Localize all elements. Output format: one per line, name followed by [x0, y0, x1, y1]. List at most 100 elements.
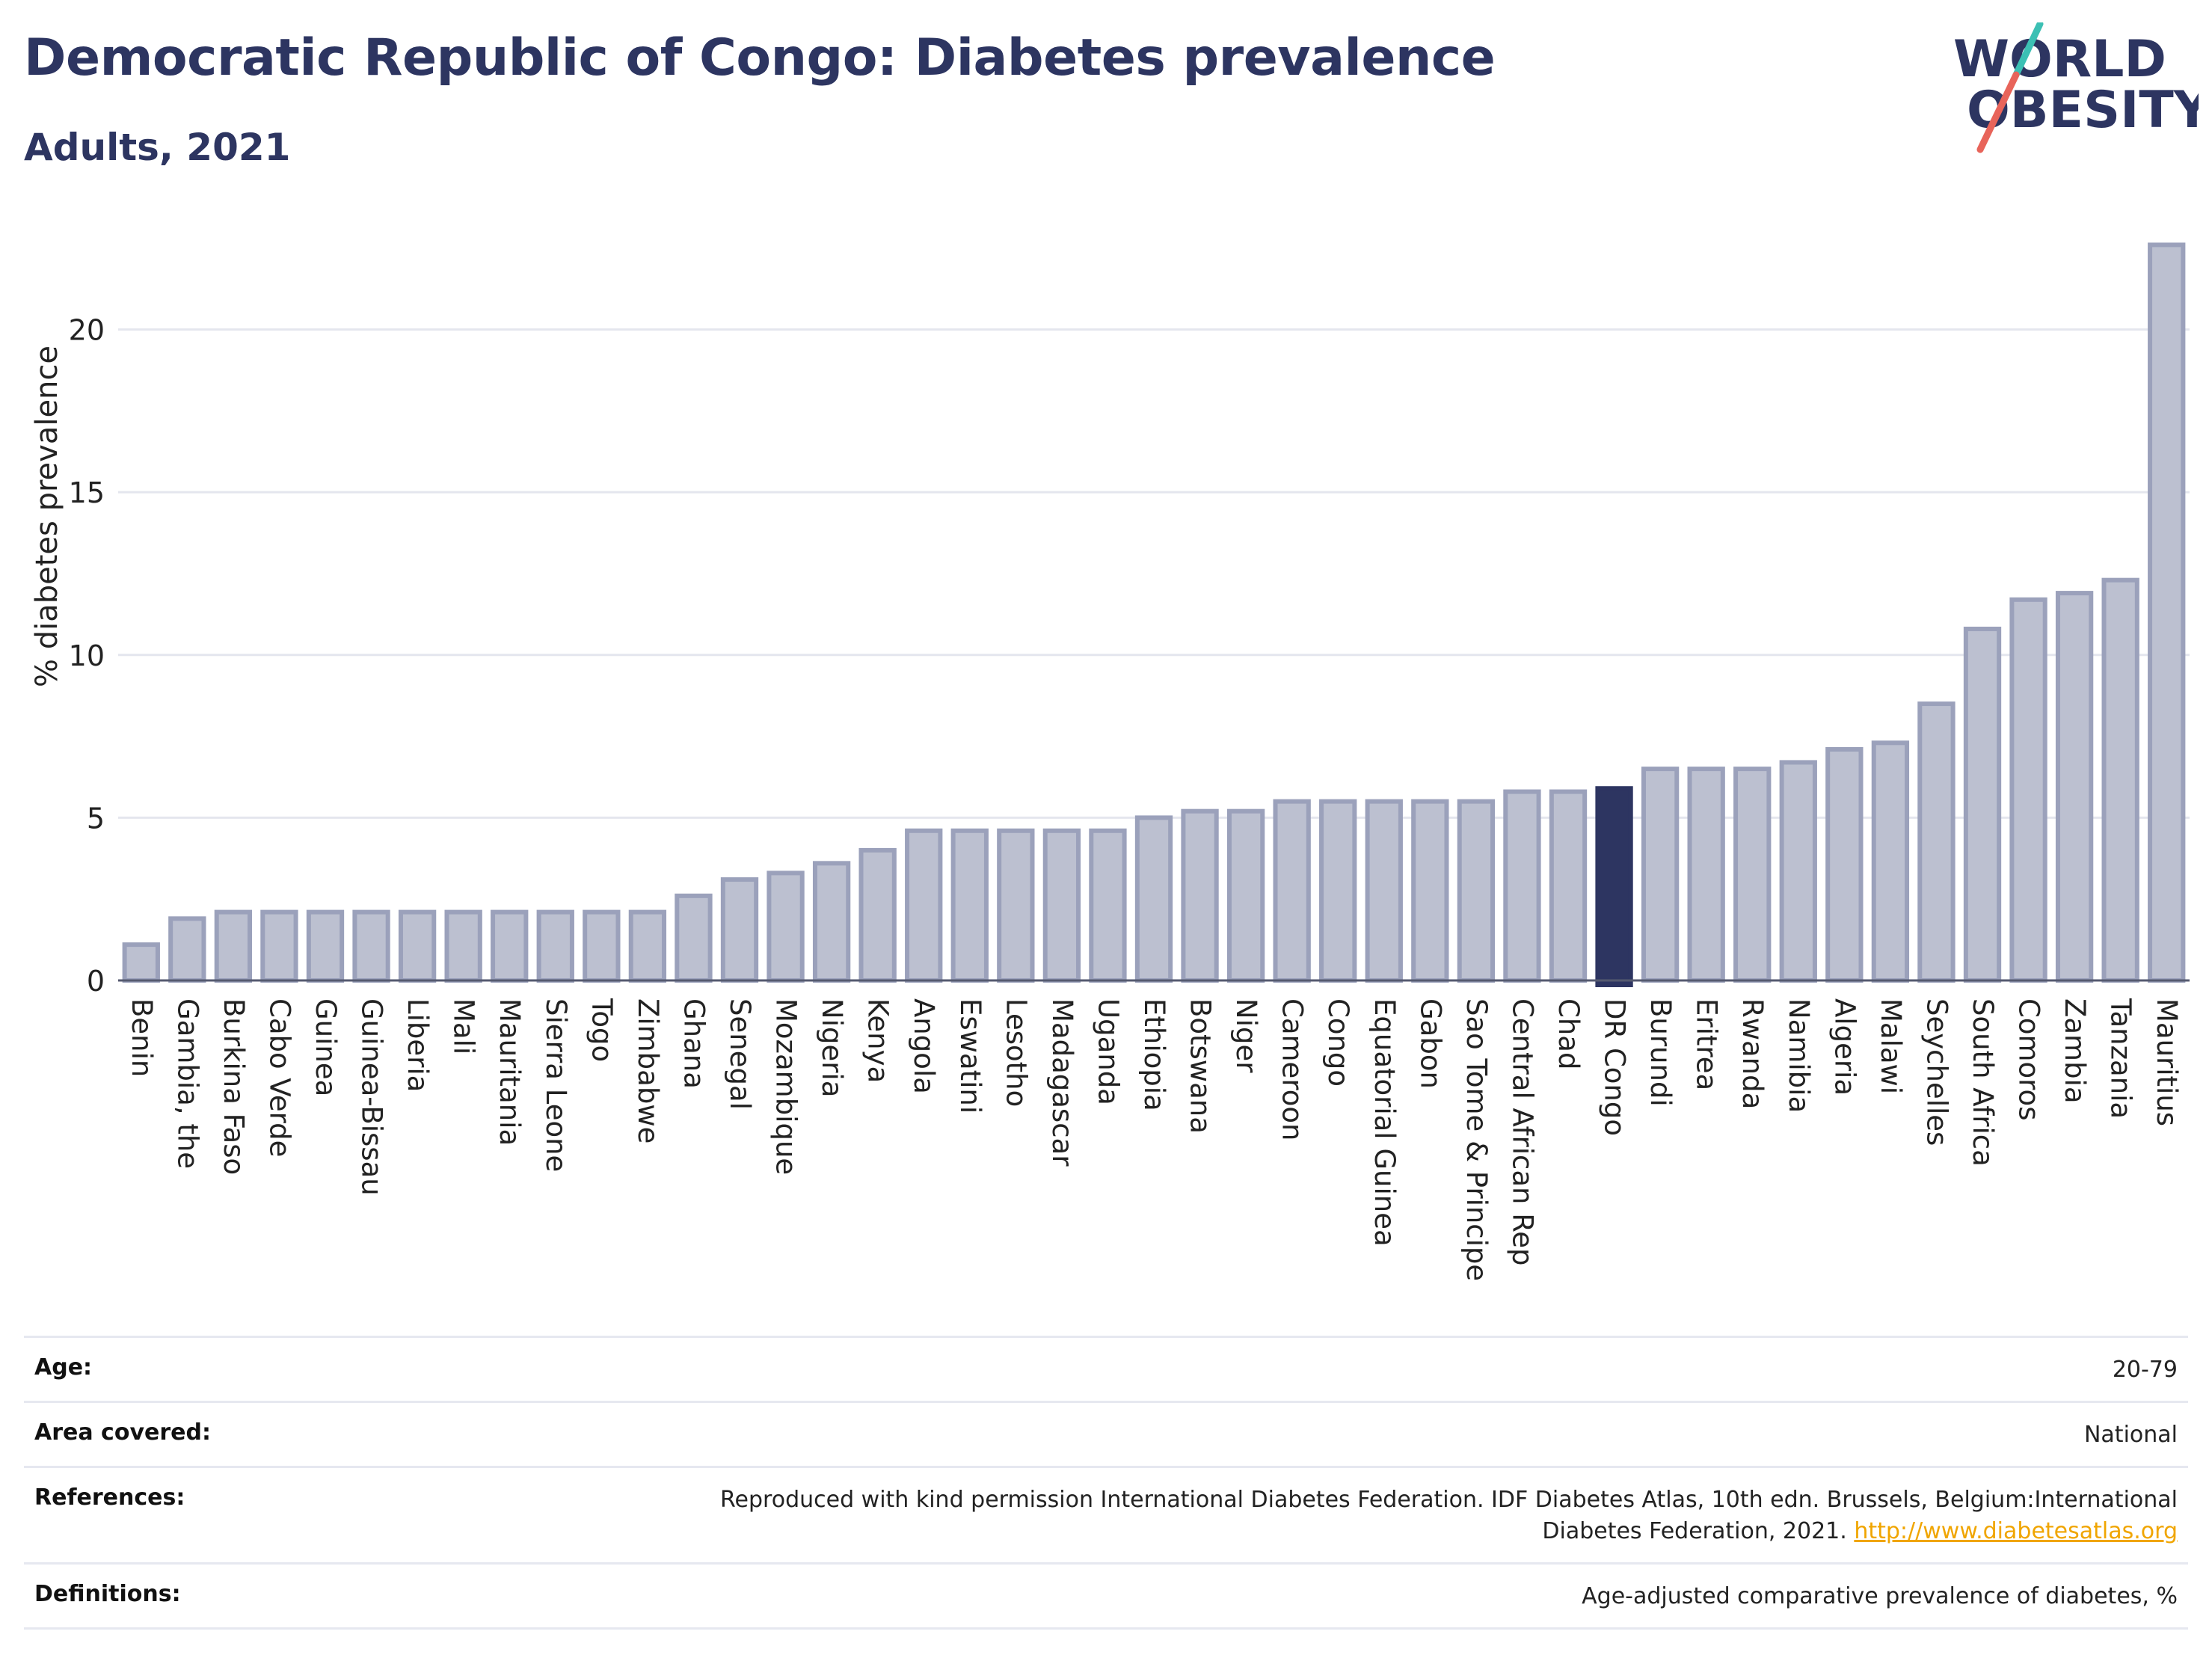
bar-malawi[interactable] [1871, 740, 1910, 983]
x-tick-label: Uganda [1092, 998, 1124, 1105]
bar-chart: 0 5 10 15 20 Benin Gambia, the Burkina Faso Cabo… [30, 242, 2190, 1281]
x-tick-label: Benin [126, 998, 158, 1077]
bar-mali[interactable] [444, 909, 482, 983]
x-tick-label: Namibia [1783, 998, 1815, 1113]
bar-botswana[interactable] [1181, 808, 1219, 983]
bar-south-africa[interactable] [1963, 626, 2002, 983]
bar-seychelles[interactable] [1917, 701, 1956, 983]
bar-ghana[interactable] [675, 893, 713, 983]
axis-layer: 0 5 10 15 20 Benin Gambia, the Burkina Faso Cabo… [69, 314, 2190, 1281]
bar-liberia[interactable] [398, 909, 437, 983]
x-tick-label: Kenya [862, 998, 894, 1083]
bar-senegal[interactable] [720, 877, 759, 983]
bar-ethiopia[interactable] [1134, 815, 1173, 983]
x-tick-label: Equatorial Guinea [1368, 998, 1401, 1247]
bar-guinea[interactable] [306, 909, 345, 983]
bar-zambia[interactable] [2055, 591, 2094, 983]
meta-value: Reproduced with kind permission Internat… [645, 1484, 2178, 1547]
x-tick-label: Rwanda [1736, 998, 1769, 1109]
meta-label: Age: [34, 1354, 93, 1381]
x-tick-label: Mali [448, 998, 480, 1054]
bar-central-african-rep[interactable] [1503, 789, 1541, 983]
x-tick-label: Botswana [1185, 998, 1217, 1134]
x-tick-label: Burkina Faso [218, 998, 250, 1175]
bar-congo[interactable] [1319, 799, 1357, 983]
meta-row: Definitions: Age-adjusted comparative pre… [24, 1562, 2188, 1630]
x-tick-label: Sao Tome & Principe [1460, 998, 1493, 1281]
x-tick-label: Senegal [724, 998, 756, 1110]
logo-word-world: WORLD [1953, 30, 2166, 89]
bar-cameroon[interactable] [1273, 799, 1311, 983]
meta-value-text: National [2083, 1422, 2178, 1448]
y-tick-label: 20 [69, 314, 105, 347]
bar-benin[interactable] [122, 942, 160, 983]
meta-label: Definitions: [34, 1581, 181, 1607]
meta-value-text: Reproduced with kind permission Internat… [720, 1487, 2178, 1544]
bar-lesotho[interactable] [997, 828, 1035, 983]
bar-eswatini[interactable] [950, 828, 989, 983]
bar-gabon[interactable] [1411, 799, 1449, 983]
bar-eritrea[interactable] [1687, 767, 1725, 983]
bar-equatorial-guinea[interactable] [1365, 799, 1403, 983]
bar-dr-congo[interactable] [1595, 786, 1633, 987]
x-tick-label: DR Congo [1599, 998, 1631, 1136]
bar-mauritania[interactable] [491, 909, 529, 983]
bar-tanzania[interactable] [2101, 577, 2139, 983]
x-tick-label: Mauritius [2151, 998, 2183, 1126]
y-tick-label: 15 [69, 476, 105, 509]
bar-comoros[interactable] [2009, 597, 2047, 983]
meta-label: Area covered: [34, 1419, 211, 1446]
bar-burundi[interactable] [1641, 767, 1680, 983]
bar-algeria[interactable] [1825, 746, 1864, 983]
x-tick-label: Lesotho [1000, 998, 1032, 1107]
bar-layer [122, 242, 2186, 987]
bar-namibia[interactable] [1779, 760, 1817, 983]
y-tick-label: 10 [69, 639, 105, 672]
bar-madagascar[interactable] [1042, 828, 1081, 983]
x-tick-label: Gambia, the [171, 998, 203, 1169]
x-tick-label: Algeria [1828, 998, 1861, 1096]
logo-slash-red [1976, 71, 2020, 153]
chart-subtitle: Adults, 2021 [24, 126, 291, 169]
bar-rwanda[interactable] [1733, 767, 1772, 983]
bar-niger[interactable] [1226, 808, 1265, 983]
meta-label: References: [34, 1484, 185, 1511]
x-tick-label: South Africa [1967, 998, 1999, 1167]
x-tick-label: Guinea-Bissau [356, 998, 388, 1196]
bar-chad[interactable] [1549, 789, 1588, 983]
x-tick-label: Angola [908, 998, 940, 1094]
bar-mozambique[interactable] [766, 871, 805, 983]
bar-sierra-leone[interactable] [536, 909, 574, 983]
bar-zimbabwe[interactable] [628, 909, 667, 983]
x-tick-label: Liberia [402, 998, 434, 1092]
x-tick-label: Madagascar [1046, 998, 1078, 1167]
bar-mauritius[interactable] [2148, 242, 2186, 983]
bar-gambia-the[interactable] [168, 916, 206, 983]
x-tick-label: Mozambique [770, 998, 802, 1175]
x-tick-label: Ethiopia [1138, 998, 1170, 1111]
chart-title: Democratic Republic of Congo: Diabetes p… [24, 28, 1496, 87]
x-tick-label: Central African Rep [1506, 998, 1538, 1266]
bar-sao-tome-principe[interactable] [1457, 799, 1496, 983]
reference-link[interactable]: http://www.diabetesatlas.org [1854, 1518, 2178, 1544]
x-tick-label: Tanzania [2105, 998, 2137, 1119]
bar-burkina-faso[interactable] [214, 909, 253, 983]
x-tick-label: Mauritania [494, 998, 526, 1146]
x-tick-label: Nigeria [816, 998, 848, 1097]
bar-togo[interactable] [583, 909, 621, 983]
x-tick-label: Seychelles [1920, 998, 1953, 1146]
x-tick-label: Guinea [310, 998, 342, 1096]
bar-angola[interactable] [905, 828, 943, 983]
bar-cabo-verde[interactable] [260, 909, 298, 983]
x-tick-label: Gabon [1414, 998, 1446, 1089]
x-tick-label: Malawi [1875, 998, 1907, 1094]
meta-value: 20-79 [2113, 1354, 2178, 1386]
bar-uganda[interactable] [1089, 828, 1127, 983]
bar-guinea-bissau[interactable] [352, 909, 390, 983]
x-tick-label: Comoros [2013, 998, 2045, 1120]
meta-row: Area covered: National [24, 1401, 2188, 1466]
bar-kenya[interactable] [858, 847, 897, 983]
bar-nigeria[interactable] [812, 861, 851, 983]
meta-value-text: 20-79 [2112, 1357, 2178, 1383]
x-tick-label: Eswatini [954, 998, 986, 1114]
